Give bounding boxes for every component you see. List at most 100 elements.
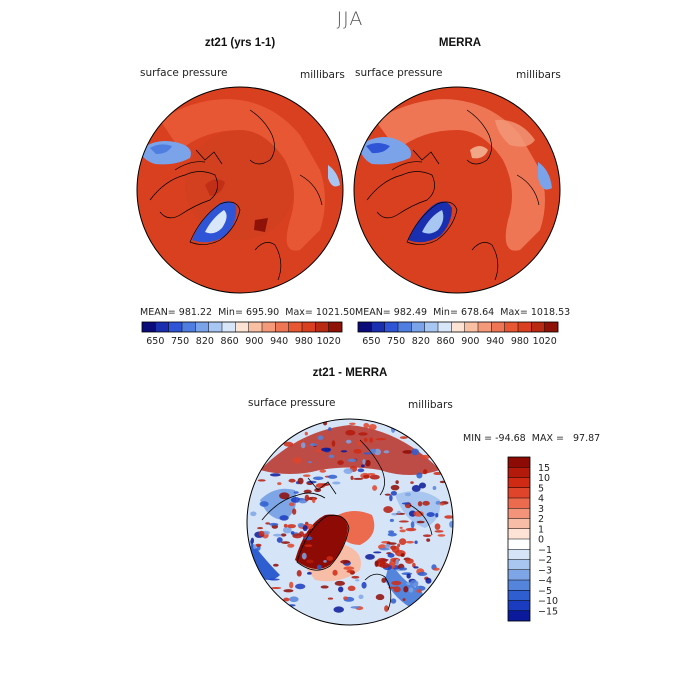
panel-1-greenland-core: [205, 210, 227, 234]
noise-blob: [302, 474, 311, 478]
noise-blob: [422, 500, 430, 506]
noise-blob: [434, 523, 441, 530]
diff-greenland-positive: [295, 514, 348, 569]
panel-1-tibet-low: [328, 165, 340, 187]
noise-blob: [346, 569, 354, 573]
colorbar-tick-label: 0: [538, 535, 544, 546]
noise-blob: [257, 479, 266, 482]
panel-2-stats: MEAN= 982.49 Min= 678.64 Max= 1018.53: [355, 307, 570, 318]
diff-land-positive: [260, 425, 440, 475]
noise-blob: [401, 572, 413, 576]
noise-blob: [365, 459, 371, 467]
noise-blob: [255, 543, 262, 547]
noise-blob: [422, 534, 432, 537]
noise-blob: [390, 598, 397, 604]
noise-blob: [350, 606, 361, 609]
colorbar-swatch: [195, 322, 209, 332]
colorbar-swatch: [328, 322, 343, 332]
noise-blob: [338, 586, 344, 593]
colorbar-swatch: [168, 322, 183, 332]
noise-blob: [365, 553, 375, 560]
colorbar-tick-label: 860: [221, 336, 239, 347]
panel-2-mean-label: MEAN=: [355, 307, 391, 318]
noise-blob: [402, 598, 406, 602]
noise-blob: [444, 515, 453, 519]
colorbar-swatch: [508, 549, 530, 560]
colorbar-swatch: [384, 322, 399, 332]
noise-blob: [321, 447, 332, 452]
colorbar-swatch: [155, 322, 169, 332]
colorbar-tick-label: 1020: [533, 336, 557, 347]
panel-2-map: [353, 86, 561, 294]
noise-blob: [389, 494, 393, 502]
noise-blob: [345, 439, 352, 444]
panel-1-land-field: [160, 99, 325, 251]
colorbar-tick-label: 5: [538, 483, 544, 494]
noise-blob: [435, 513, 439, 518]
colorbar-swatch: [371, 322, 385, 332]
colorbar-tick-label: −10: [538, 596, 558, 607]
diff-panel-units: millibars: [408, 399, 453, 411]
noise-blob: [292, 508, 297, 515]
noise-blob: [383, 506, 393, 514]
noise-blob: [397, 510, 401, 514]
colorbar-swatch: [508, 610, 530, 622]
panel-1-stats: MEAN= 981.22 Min= 695.90 Max= 1021.50: [140, 307, 355, 318]
noise-blob: [290, 531, 295, 535]
noise-blob: [402, 450, 414, 454]
noise-blob: [432, 567, 440, 571]
panel-2-units: millibars: [516, 69, 561, 81]
noise-blob: [416, 472, 423, 479]
noise-blob: [350, 475, 354, 480]
noise-blob: [304, 431, 308, 436]
noise-blob: [434, 530, 444, 533]
noise-blob: [277, 482, 282, 486]
colorbar-swatch: [531, 322, 545, 332]
noise-blob: [363, 437, 368, 442]
colorbar-swatch: [508, 477, 530, 488]
noise-blob: [282, 526, 292, 534]
noise-blob: [413, 566, 419, 569]
diff-border: [246, 418, 454, 626]
colorbar-swatch: [508, 487, 530, 499]
noise-blob: [399, 436, 408, 439]
noise-blob: [387, 532, 397, 537]
colorbar-swatch: [182, 322, 196, 332]
noise-blob: [349, 422, 356, 425]
colorbar-tick-label: 650: [146, 336, 164, 347]
colorbar-frame: [357, 321, 559, 333]
colorbar-swatch: [508, 580, 530, 591]
colorbar-tick-label: 900: [245, 336, 263, 347]
noise-blob: [265, 522, 270, 525]
noise-blob: [405, 527, 417, 532]
colorbar-tick-label: 750: [387, 336, 405, 347]
noise-blob: [375, 438, 387, 441]
colorbar-tick-label: −2: [538, 555, 552, 566]
noise-blob: [391, 580, 402, 586]
panel-2-siberia-field: [495, 119, 535, 147]
panel-1-border: [136, 86, 344, 294]
noise-blob: [399, 529, 406, 533]
noise-blob: [283, 597, 290, 602]
noise-blob: [250, 511, 257, 517]
noise-blob: [316, 564, 322, 570]
colorbar-swatch: [208, 322, 223, 332]
noise-blob: [309, 443, 318, 447]
colorbar-swatch: [302, 322, 316, 332]
colorbar-swatch: [508, 498, 530, 509]
colorbar-swatch: [411, 322, 425, 332]
noise-blob: [315, 483, 326, 489]
colorbar-swatch: [478, 322, 492, 332]
colorbar-swatch: [398, 322, 412, 332]
noise-blob: [333, 606, 344, 613]
noise-blob: [408, 587, 414, 593]
noise-blob: [343, 566, 355, 571]
noise-blob: [320, 585, 329, 589]
noise-blob: [287, 543, 295, 548]
colorbar-tick-label: −4: [538, 576, 552, 587]
panel-1-max: 1021.50: [315, 307, 356, 318]
panel-2-tibet-low: [538, 162, 552, 190]
noise-blob: [425, 577, 432, 584]
noise-blob: [377, 557, 388, 564]
diff-minmax: MIN = -94.68 MAX = 97.87: [463, 433, 601, 444]
